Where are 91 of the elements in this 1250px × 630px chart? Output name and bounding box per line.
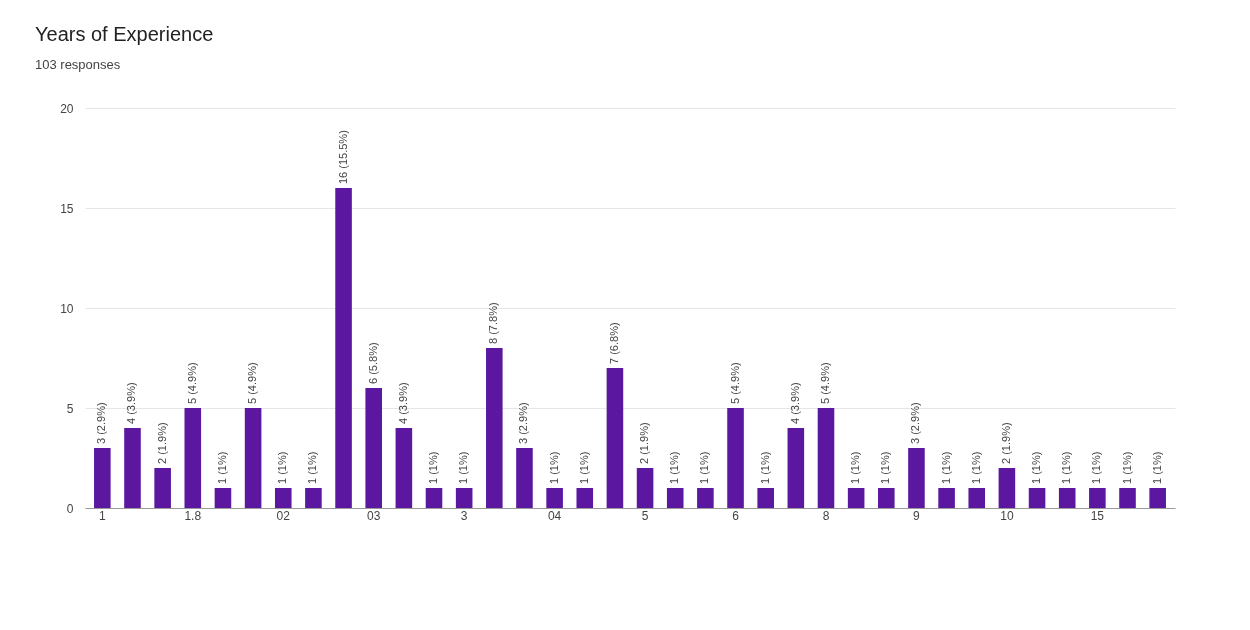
data-label: 1 (1%) <box>276 451 289 484</box>
data-label: 1 (1%) <box>758 451 771 484</box>
data-label: 5 (4.9%) <box>246 362 259 404</box>
bar <box>395 428 413 508</box>
y-tick-label: 10 <box>60 301 74 316</box>
x-tick-label: 02 <box>276 508 291 523</box>
data-label: 1 (1%) <box>1090 451 1103 484</box>
data-label: 6 (5.8%) <box>366 342 379 384</box>
data-label: 5 (4.9%) <box>728 362 741 404</box>
data-label: 1 (1%) <box>939 451 952 484</box>
data-label: 4 (3.9%) <box>396 382 409 424</box>
x-tick-label: 15 <box>1090 508 1105 523</box>
bar <box>666 488 684 508</box>
bar <box>998 468 1016 508</box>
y-tick-label: 5 <box>66 401 74 416</box>
data-label: 1 (1%) <box>1120 451 1133 484</box>
bar <box>908 448 925 508</box>
bar <box>576 488 594 508</box>
x-tick-label: 9 <box>913 508 921 523</box>
x-tick-label: 10 <box>1000 508 1014 523</box>
bar <box>1119 488 1136 508</box>
bar <box>154 468 171 508</box>
data-label: 3 (2.9%) <box>517 402 530 444</box>
data-label: 1 (1%) <box>1030 451 1043 484</box>
data-label: 1 (1%) <box>427 451 440 484</box>
bar <box>847 488 865 508</box>
data-label: 1 (1%) <box>1150 451 1163 484</box>
bar <box>1058 488 1076 508</box>
x-tick-label: 8 <box>822 508 830 523</box>
bar <box>546 488 563 508</box>
bar <box>94 448 111 508</box>
bar <box>305 488 322 508</box>
x-tick-label: 5 <box>641 508 649 523</box>
data-label: 1 (1%) <box>879 451 892 484</box>
bar <box>1028 488 1046 508</box>
bar <box>1089 488 1106 508</box>
data-label: 1 (1%) <box>457 451 470 484</box>
data-label: 3 (2.9%) <box>95 402 108 444</box>
bar <box>516 448 533 508</box>
data-label: 4 (3.9%) <box>788 382 801 424</box>
data-label: 2 (1.9%) <box>638 422 651 464</box>
data-label: 5 (4.9%) <box>818 362 831 404</box>
bar <box>214 488 232 508</box>
data-label: 1 (1%) <box>698 451 711 484</box>
data-label: 1 (1%) <box>849 451 862 484</box>
data-label: 1 (1%) <box>1060 451 1073 484</box>
bar <box>757 488 774 508</box>
bar <box>1149 488 1166 508</box>
x-tick-label: 1 <box>98 508 106 523</box>
y-tick-label: 15 <box>60 201 74 216</box>
data-label: 2 (1.9%) <box>155 422 168 464</box>
data-label: 5 (4.9%) <box>185 362 198 404</box>
data-label: 1 (1%) <box>577 451 590 484</box>
x-tick-label: 04 <box>547 508 562 523</box>
bar <box>184 408 202 508</box>
bar <box>878 488 895 508</box>
bar <box>274 488 292 508</box>
bar <box>727 408 744 508</box>
chart-title: Years of Experience <box>35 23 214 45</box>
y-tick-label: 0 <box>66 501 74 516</box>
data-label: 1 (1%) <box>215 451 228 484</box>
bar <box>817 408 835 508</box>
bar <box>365 388 382 508</box>
bar <box>697 488 714 508</box>
data-label: 2 (1.9%) <box>999 422 1012 464</box>
data-label: 8 (7.8%) <box>487 302 500 344</box>
chart-subtitle: 103 responses <box>35 57 121 72</box>
bar <box>486 348 503 508</box>
bar <box>455 488 473 508</box>
x-tick-label: 6 <box>732 508 740 523</box>
data-label: 3 (2.9%) <box>909 402 922 444</box>
x-tick-label: 03 <box>367 508 381 523</box>
data-label: 16 (15.5%) <box>336 130 349 184</box>
bar <box>636 468 654 508</box>
y-tick-label: 20 <box>60 101 74 116</box>
bar <box>968 488 986 508</box>
data-label: 1 (1%) <box>969 451 982 484</box>
bar <box>938 488 955 508</box>
bar <box>787 428 805 508</box>
bar <box>425 488 443 508</box>
data-label: 7 (6.8%) <box>607 322 620 364</box>
bar <box>606 368 624 508</box>
data-label: 1 (1%) <box>668 451 681 484</box>
x-tick-label: 3 <box>460 508 468 523</box>
x-tick-label: 1.8 <box>184 508 202 523</box>
data-label: 4 (3.9%) <box>125 382 138 424</box>
bar <box>335 188 352 508</box>
bar <box>124 428 141 508</box>
data-label: 1 (1%) <box>547 451 560 484</box>
data-label: 1 (1%) <box>306 451 319 484</box>
bar <box>244 408 262 508</box>
